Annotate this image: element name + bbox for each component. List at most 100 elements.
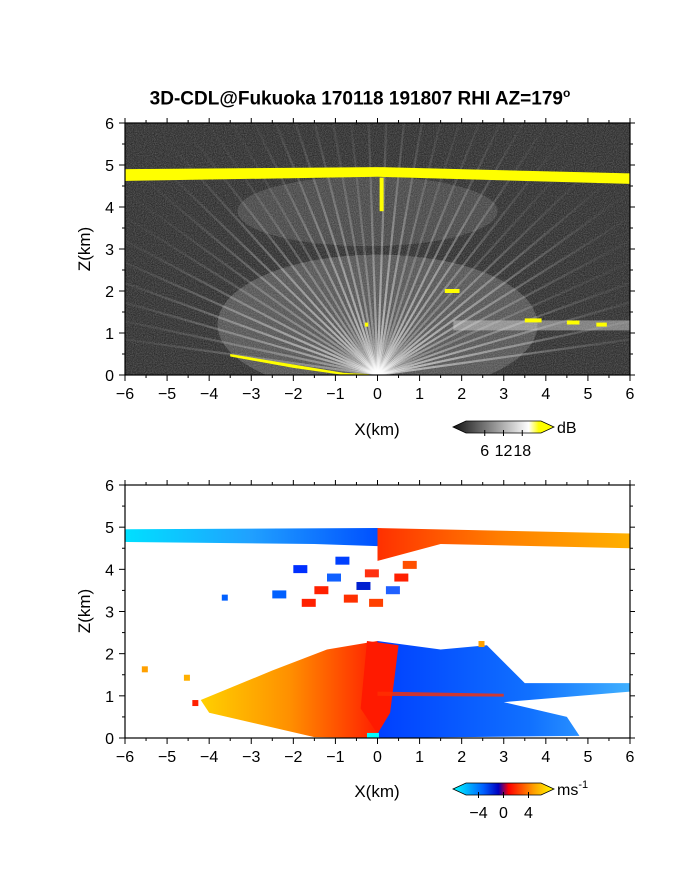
fan-beam	[125, 338, 378, 375]
lower-layer-negative	[377, 641, 630, 738]
strong-return-patch	[524, 318, 542, 323]
fan-beam	[125, 215, 379, 375]
colorbar-tick-label: 12	[495, 443, 513, 460]
x-tick-label: 6	[626, 749, 635, 766]
x-tick-label: 5	[583, 386, 592, 403]
x-tick-label: −3	[242, 749, 260, 766]
colorbar-tick-label: 18	[513, 443, 531, 460]
fan-beam	[125, 239, 379, 375]
fan-beam	[253, 123, 379, 375]
isolated-speck	[478, 641, 485, 648]
x-tick-label: 1	[415, 386, 424, 403]
velocity-y-axis-label: Z(km)	[75, 589, 94, 633]
fan-beam	[376, 190, 630, 375]
colorbar-tick-label: −4	[469, 805, 487, 822]
y-tick-label: 6	[105, 116, 114, 133]
strong-return-patch	[566, 320, 580, 325]
y-tick-label: 2	[105, 647, 114, 664]
fan-beam	[376, 123, 502, 375]
fan-beam	[139, 144, 379, 375]
fan-beam	[125, 261, 378, 375]
fan-beam	[376, 123, 481, 375]
mid-level-patch	[385, 586, 400, 595]
intensity-fan-beams	[125, 123, 630, 375]
figure-title-text: 3D-CDL@Fukuoka 170118 191807 RHI AZ=179	[149, 88, 563, 110]
y-tick-label: 6	[105, 478, 114, 495]
fan-beam	[376, 123, 406, 375]
x-tick-label: 0	[373, 749, 382, 766]
intensity-colorbar: dB 6 12 18	[452, 420, 577, 460]
intensity-y-axis-label: Z(km)	[75, 227, 94, 271]
strong-layer-drip	[379, 177, 384, 212]
fan-beam	[206, 123, 379, 375]
y-tick-label: 4	[105, 562, 114, 579]
y-tick-label: 5	[105, 158, 114, 175]
fan-beam	[313, 123, 379, 375]
red-strand	[377, 691, 504, 697]
figure-title-degree: o	[562, 86, 571, 100]
fan-beam	[376, 123, 461, 375]
isolated-speck	[192, 700, 199, 707]
strong-return-patch	[444, 289, 460, 293]
velocity-ticks: −6 −5 −4 −3 −2 −1 0 1 2 3 4 5 6 0 1 2 3 4 5 6	[105, 478, 635, 766]
x-tick-label: 0	[373, 386, 382, 403]
near-lidar-core	[360, 641, 399, 734]
low-scatter-region	[217, 254, 538, 375]
x-tick-label: −4	[200, 386, 218, 403]
x-tick-label: −5	[158, 386, 176, 403]
x-tick-label: 2	[457, 386, 466, 403]
x-tick-label: 6	[626, 386, 635, 403]
y-tick-label: 0	[105, 368, 114, 385]
x-tick-label: 4	[541, 386, 550, 403]
x-tick-label: −6	[116, 749, 134, 766]
fan-beam	[376, 162, 630, 375]
intensity-features	[125, 167, 630, 375]
mid-level-patch	[343, 594, 358, 603]
fan-beam	[376, 215, 630, 375]
mid-level-patch	[314, 586, 329, 595]
fan-beam	[179, 123, 379, 375]
x-tick-label: −5	[158, 749, 176, 766]
mid-level-patch	[356, 581, 371, 590]
y-tick-label: 1	[105, 326, 114, 343]
mid-level-patch	[335, 556, 350, 565]
velocity-panel: −6 −5 −4 −3 −2 −1 0 1 2 3 4 5 6 0 1 2 3 4 5 6 X(km) Z(km) m…	[75, 478, 635, 822]
x-tick-label: 3	[499, 749, 508, 766]
fan-beam	[125, 162, 379, 375]
x-tick-label: −3	[242, 386, 260, 403]
velocity-plot-area	[125, 485, 630, 738]
intensity-plot-area	[125, 123, 630, 375]
y-tick-label: 3	[105, 242, 114, 259]
strong-return-patch	[364, 322, 369, 327]
intensity-colorbar-unit: dB	[557, 420, 577, 437]
mid-level-patch	[364, 569, 379, 578]
x-tick-label: −1	[326, 749, 344, 766]
y-tick-label: 2	[105, 284, 114, 301]
mid-level-patch	[394, 573, 409, 582]
fan-beam	[376, 123, 424, 375]
upper-layer-positive	[377, 528, 630, 561]
x-tick-label: −1	[326, 386, 344, 403]
velocity-colorbar-unit: ms-1	[557, 779, 588, 799]
mid-level-patch	[369, 598, 384, 607]
fan-beam	[376, 123, 525, 375]
upper-layer-negative	[125, 528, 378, 547]
fan-beam	[376, 123, 549, 375]
mid-level-patch	[301, 598, 316, 607]
intensity-x-axis-label: X(km)	[354, 420, 399, 439]
x-tick-label: 3	[499, 386, 508, 403]
fan-beam	[294, 123, 379, 375]
x-tick-label: −4	[200, 749, 218, 766]
mid-level-patch	[327, 573, 341, 582]
fan-beam	[125, 320, 378, 375]
right-thin-layer	[453, 320, 630, 331]
x-tick-label: −2	[284, 386, 302, 403]
colorbar-tick-label: 0	[499, 805, 508, 822]
colorbar-tick-label: 6	[480, 443, 489, 460]
isolated-speck	[141, 666, 148, 673]
intensity-ticks: −6 −5 −4 −3 −2 −1 0 1 2 3 4 5 6 0 1 2 3 4 5 6	[105, 116, 635, 403]
y-tick-label: 0	[105, 731, 114, 748]
strong-return-patch	[596, 322, 607, 327]
fan-beam	[274, 123, 379, 375]
mid-level-patch	[272, 590, 287, 599]
